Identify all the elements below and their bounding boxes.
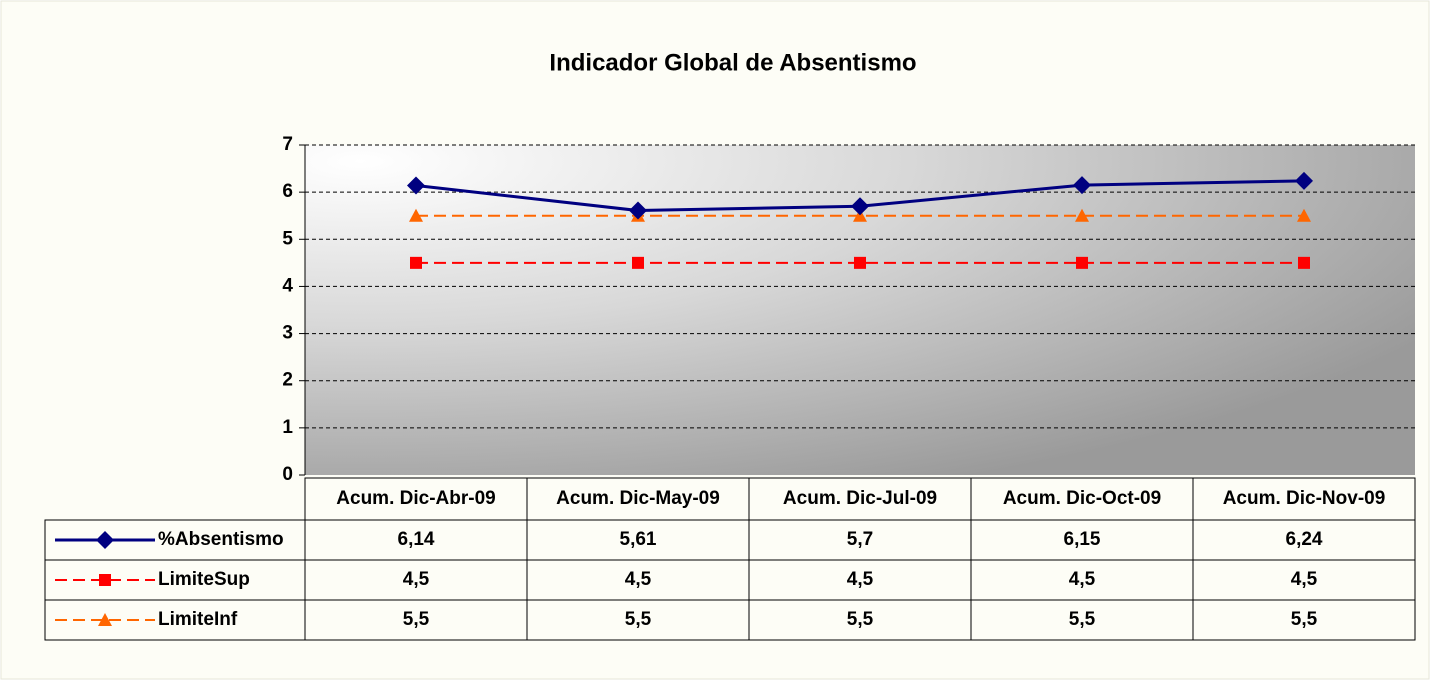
y-tick-label: 1 [282, 417, 293, 438]
marker [1075, 208, 1089, 222]
y-tick-label: 5 [282, 228, 293, 249]
x-tick-label: Acum. Dic-Nov-09 [1223, 488, 1386, 509]
y-tick-label: 3 [282, 323, 293, 344]
value-label: 5,5 [625, 609, 652, 630]
marker [1297, 208, 1311, 222]
y-tick-label: 7 [282, 134, 293, 155]
marker [99, 574, 111, 586]
value-label: 6,15 [1064, 529, 1101, 550]
marker [1295, 171, 1313, 190]
value-label: 4,5 [1069, 569, 1096, 590]
value-label: 5,5 [403, 609, 430, 630]
marker [96, 531, 114, 549]
value-label: 5,7 [847, 529, 873, 550]
x-tick-label: Acum. Dic-Abr-09 [336, 488, 495, 509]
value-label: 6,24 [1286, 529, 1323, 550]
y-tick-label: 0 [282, 464, 293, 485]
value-label: 5,5 [1069, 609, 1096, 630]
table-cell [1192, 599, 1416, 641]
value-label: 6,14 [398, 529, 435, 550]
marker [854, 256, 866, 269]
marker [407, 176, 425, 195]
value-label: 4,5 [1291, 569, 1318, 590]
value-label: 4,5 [847, 569, 874, 590]
value-label: 4,5 [625, 569, 652, 590]
marker [409, 208, 423, 222]
value-label: 4,5 [403, 569, 430, 590]
y-tick-label: 6 [282, 181, 293, 202]
legend-label: LimiteInf [158, 609, 238, 630]
marker [1073, 176, 1091, 195]
marker [1076, 256, 1088, 269]
y-tick-label: 2 [282, 370, 293, 391]
plot-area [305, 145, 1415, 475]
x-tick-label: Acum. Dic-May-09 [556, 488, 720, 509]
y-tick-label: 4 [282, 275, 293, 296]
marker [629, 201, 647, 220]
marker [1298, 256, 1310, 269]
value-label: 5,61 [620, 529, 657, 550]
x-tick-label: Acum. Dic-Oct-09 [1003, 488, 1161, 509]
value-label: 5,5 [1291, 609, 1318, 630]
marker [98, 613, 112, 626]
legend-label: LimiteSup [158, 569, 250, 590]
marker [851, 197, 869, 216]
legend-label: %Absentismo [158, 529, 284, 550]
value-label: 5,5 [847, 609, 874, 630]
marker [410, 256, 422, 269]
marker [632, 256, 644, 269]
chart-title: Indicador Global de Absentismo [549, 49, 916, 76]
x-tick-label: Acum. Dic-Jul-09 [783, 488, 937, 509]
